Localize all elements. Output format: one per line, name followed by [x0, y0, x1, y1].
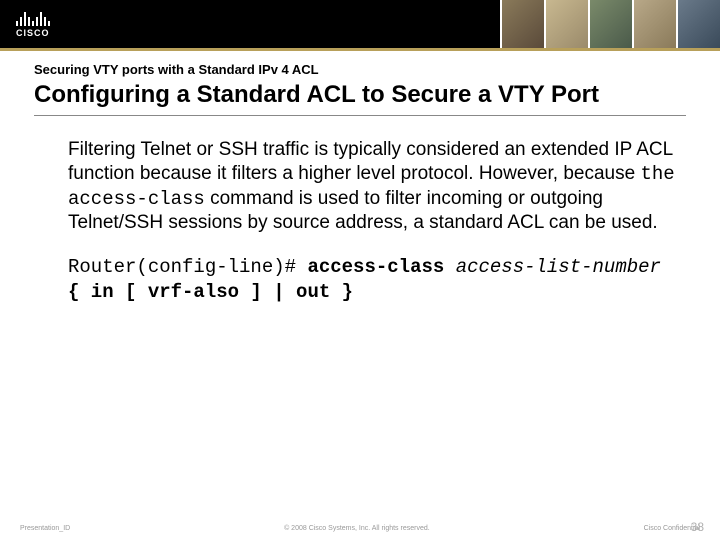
cmd-keyword: access-class — [307, 256, 455, 278]
cmd-tail: { in [ vrf-also ] | out } — [68, 281, 353, 303]
footer-center: © 2008 Cisco Systems, Inc. All rights re… — [70, 525, 643, 532]
cmd-prompt: Router(config-line)# — [68, 256, 307, 278]
logo-text: CISCO — [16, 28, 50, 38]
header-bar: CISCO — [0, 0, 720, 48]
slide-content: Securing VTY ports with a Standard IPv 4… — [0, 48, 720, 305]
body-paragraph: Filtering Telnet or SSH traffic is typic… — [34, 138, 686, 235]
slide-subtitle: Securing VTY ports with a Standard IPv 4… — [34, 62, 686, 77]
slide-title: Configuring a Standard ACL to Secure a V… — [34, 81, 686, 116]
command-syntax: Router(config-line)# access-class access… — [34, 255, 686, 304]
cmd-arg: access-list-number — [456, 256, 661, 278]
header-accent-bar — [0, 48, 720, 51]
footer-left: Presentation_ID — [20, 525, 70, 532]
header-photo-strip — [500, 0, 720, 48]
footer: Presentation_ID © 2008 Cisco Systems, In… — [0, 516, 720, 540]
body-part1: Filtering Telnet or SSH traffic is typic… — [68, 139, 672, 184]
cisco-logo: CISCO — [0, 10, 50, 38]
cisco-bridge-icon — [16, 10, 50, 26]
page-number: 38 — [691, 520, 704, 534]
